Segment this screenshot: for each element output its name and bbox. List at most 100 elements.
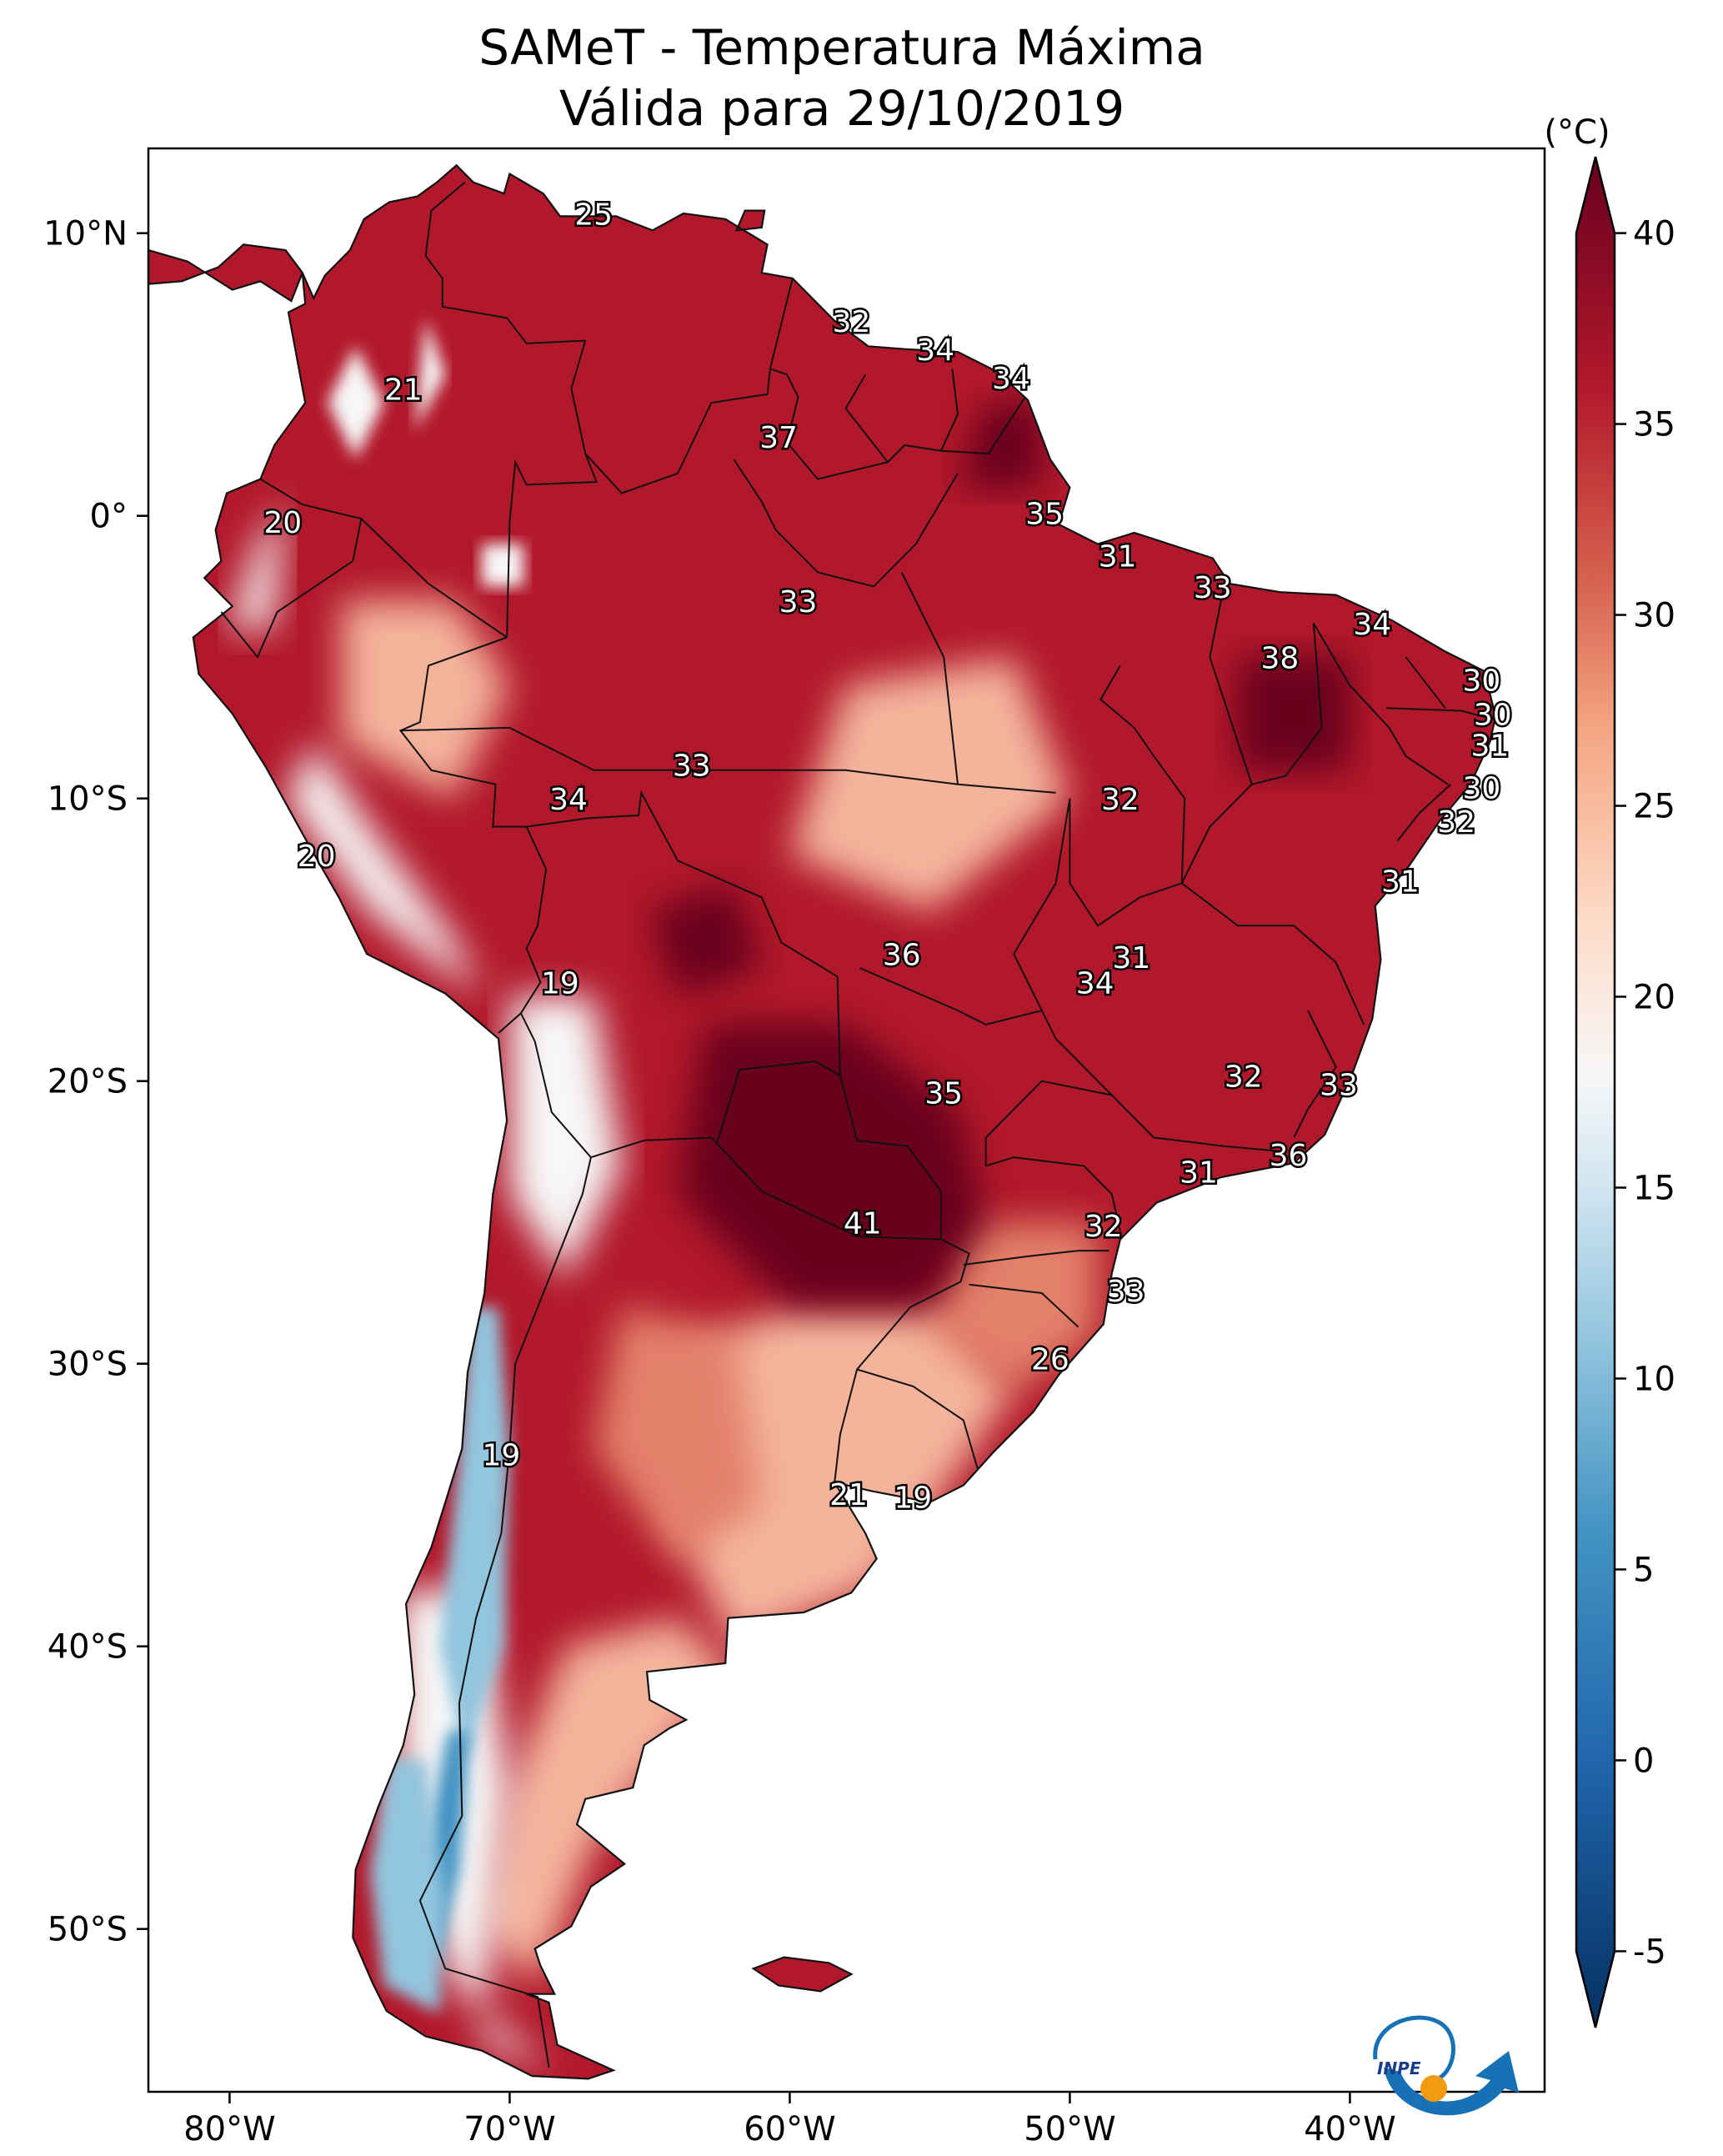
border-line: [856, 1368, 979, 1469]
latitude-tick-label: 0°: [90, 498, 128, 536]
colorbar-tick-label: 35: [1633, 406, 1675, 444]
border-line: [939, 369, 959, 452]
border-line: [584, 369, 771, 494]
colorbar-tick-label: 10: [1633, 1360, 1675, 1398]
colorbar-tick-label: -5: [1633, 1933, 1666, 1971]
border-line: [398, 636, 527, 828]
latitude-tick-label: 40°S: [48, 1628, 128, 1667]
coastline-path: [734, 209, 854, 1993]
border-line: [1209, 586, 1323, 785]
latitude-ticks: 10°N 0° 10°S 20°S 30°S 40°S 50°S: [43, 215, 148, 1949]
temperature-label: 34: [1353, 608, 1391, 642]
inpe-logo: INPE: [1373, 2015, 1519, 2116]
temperature-label: 35: [924, 1077, 963, 1111]
temperature-label: 34: [1076, 966, 1114, 1000]
temperature-label: 31: [1099, 540, 1137, 574]
field-zone-cool: [414, 318, 446, 431]
temperature-label: 30: [1462, 664, 1500, 699]
border-line: [1396, 784, 1452, 842]
border-line: [963, 1250, 1109, 1266]
border-line: [1181, 882, 1365, 1025]
coastline-path: [148, 163, 1497, 2080]
border-line: [526, 790, 841, 1144]
field-zone-cool: [285, 741, 482, 996]
colorbar-scale: [1575, 156, 1616, 2028]
field-zone-mild: [341, 600, 510, 799]
latitude-tick-label: 10°N: [43, 215, 128, 253]
map-frame: [147, 147, 1546, 2093]
temperature-label: 36: [883, 939, 921, 973]
temperature-label: 30: [1462, 772, 1500, 806]
temperature-label: 19: [482, 1439, 520, 1473]
colorbar-tick-label: 40: [1633, 215, 1675, 253]
border-line: [985, 1156, 1121, 1231]
temperature-label: 25: [574, 198, 613, 232]
colorbar-unit-label: (°C): [1544, 113, 1610, 152]
field-zone-warm: [594, 1306, 762, 1562]
field-zone-cool: [481, 544, 524, 587]
map-title-line1: SAMeT - Temperatura Máxima: [478, 19, 1205, 76]
border-line: [506, 340, 599, 638]
temperature-label: 32: [1084, 1210, 1123, 1244]
border-line: [1312, 622, 1449, 785]
longitude-tick-label: 60°W: [744, 2110, 835, 2148]
field-zone-cool: [509, 996, 622, 1279]
field-zone-cool: [398, 1589, 552, 2071]
temperature-label: 33: [779, 585, 818, 619]
logo-sun-icon: [1420, 2075, 1447, 2102]
country-borders: [220, 181, 1494, 2068]
colorbar-tick-label: 5: [1633, 1551, 1654, 1589]
border-line: [844, 374, 889, 463]
field-zone-cold: [439, 1306, 510, 1760]
longitude-tick-label: 40°W: [1304, 2110, 1395, 2148]
border-line: [769, 278, 1026, 480]
field-zone-very_hot: [958, 403, 1042, 488]
temperature-label: 33: [1194, 571, 1232, 605]
field-zone-very_hot: [1238, 657, 1350, 770]
longitude-tick-label: 50°W: [1024, 2110, 1115, 2148]
border-line: [1386, 707, 1494, 720]
colorbar-tick-label: 15: [1633, 1169, 1675, 1207]
temperature-label: 32: [1225, 1060, 1263, 1094]
colorbar: (°C) -5 0 5 10 15 20 25 30 35 40: [1544, 113, 1675, 2028]
temperature-label: 33: [673, 749, 711, 783]
temperature-field: [148, 165, 1496, 2079]
border-line: [424, 181, 586, 344]
field-zone-cool: [328, 346, 384, 459]
longitude-tick-label: 70°W: [463, 2110, 555, 2148]
border-line: [220, 518, 363, 659]
latitude-tick-label: 20°S: [48, 1063, 128, 1101]
field-zone-mild: [789, 657, 1070, 912]
border-line: [1069, 784, 1253, 927]
temperature-label: 31: [1112, 941, 1150, 975]
field-zone-cool: [229, 501, 286, 629]
border-line: [859, 967, 1113, 1096]
temperature-label: 36: [1270, 1139, 1308, 1173]
border-line: [733, 459, 959, 588]
border-line: [590, 1136, 970, 1483]
temperature-label: 34: [916, 333, 954, 368]
temperature-label: 34: [992, 362, 1030, 396]
border-line: [1013, 798, 1071, 1011]
temperature-label: 26: [1031, 1342, 1069, 1376]
border-line: [839, 1075, 942, 1240]
temperature-label: 20: [263, 506, 302, 540]
temperature-label: 19: [541, 966, 579, 1000]
temperature-label: 34: [549, 783, 588, 817]
latitude-tick-label: 50°S: [48, 1911, 128, 1949]
border-line: [418, 1012, 592, 2068]
colorbar-tick-label: 30: [1633, 597, 1675, 635]
temperature-label: 21: [829, 1478, 868, 1512]
temperature-label: 38: [1260, 642, 1299, 676]
temperature-label: 31: [1180, 1156, 1218, 1191]
temperature-label: 32: [832, 305, 870, 339]
field-zone-very_hot: [649, 883, 762, 996]
temperature-label: 41: [844, 1207, 882, 1241]
logo-swoosh-icon: [1384, 2051, 1519, 2116]
colorbar-tick-label: 25: [1633, 788, 1675, 826]
temperature-label: 20: [298, 840, 336, 874]
field-zone-very_hot: [678, 1024, 986, 1307]
temperature-label: 32: [1101, 783, 1139, 817]
